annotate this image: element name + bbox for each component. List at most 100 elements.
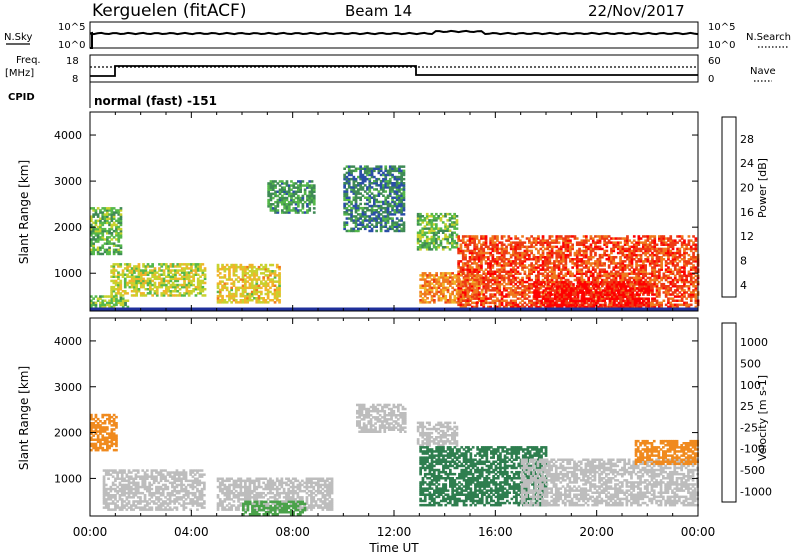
power-cell [144,273,148,276]
power-cell [464,280,467,284]
power-cell [377,204,381,208]
power-cell [146,271,150,274]
power-cell [366,192,369,195]
power-cell [556,303,559,307]
power-cell [347,186,351,189]
power-cell [139,281,143,285]
power-cell [267,182,270,185]
power-cell [262,282,265,285]
power-cell [489,295,492,298]
power-cell [393,192,397,195]
power-cell [480,274,483,278]
power-cell [90,217,93,220]
power-cell [232,265,236,269]
power-cell [350,186,353,189]
power-cell [221,276,224,279]
power-cell [685,285,688,288]
power-cell [468,303,472,307]
power-cell [110,234,114,237]
power-cell [400,184,403,187]
power-cell [496,235,499,238]
power-cell [101,215,105,218]
power-cell [347,173,351,177]
power-cell [347,167,351,170]
power-cell [400,173,403,177]
power-cell [651,251,654,255]
power-cell [573,251,577,255]
power-cell [680,270,684,273]
power-cell [183,271,186,274]
power-cell [509,289,513,292]
power-cell [582,278,586,282]
power-cell [558,303,562,307]
power-cell [498,285,502,288]
power-cell [379,227,383,231]
power-cell [496,243,499,246]
power-cell [673,239,677,242]
power-cell [144,279,148,283]
power-cell [428,284,432,287]
power-cell [493,260,497,263]
power-cell [444,286,448,290]
power-cell [487,266,490,269]
power-cell [449,274,452,277]
power-cell [260,301,263,304]
power-cell [363,179,367,183]
power-cell [274,184,277,187]
power-cell [352,177,356,181]
power-cell [301,196,305,200]
power-cell [354,196,358,199]
power-cell [221,297,224,300]
power-cell [359,165,362,168]
power-cell [502,247,506,251]
power-cell [106,250,109,254]
power-cell [461,235,465,238]
power-cell [185,290,189,293]
power-cell [278,276,281,279]
power-cell [512,285,515,288]
power-cell [167,290,170,293]
power-cell [297,209,300,212]
power-cell [303,190,307,193]
power-cell [428,274,432,277]
power-cell [174,290,177,293]
power-cell [114,292,118,295]
power-cell [108,207,111,210]
power-cell [468,237,472,240]
power-cell [455,235,459,239]
power-cell [153,290,157,293]
power-cell [525,297,529,300]
power-cell [502,295,506,298]
power-cell [430,215,434,218]
power-cell [398,184,401,187]
power-cell [106,219,109,223]
power-cell [283,196,286,200]
power-cell [471,256,474,259]
power-cell [484,237,488,240]
power-cell [139,271,143,274]
power-cell [273,276,277,279]
power-cell [471,251,474,255]
power-cell [423,282,427,285]
power-cell [228,265,231,269]
power-cell [359,184,362,187]
power-cell [266,278,270,281]
power-cell [464,305,467,309]
power-cell [194,294,198,297]
power-cell [391,173,394,177]
power-cell [178,265,182,268]
power-cell [578,264,581,267]
power-cell [457,262,460,265]
power-cell [151,275,154,278]
power-cell [301,207,305,210]
power-cell [352,204,356,208]
power-cell [271,280,275,283]
power-cell [117,285,120,289]
power-cell [185,267,189,270]
freq-label-2: [MHz] [5,68,34,79]
power-cell [509,264,513,267]
power-cell [241,276,245,279]
power-cell [180,271,184,274]
power-cell [689,239,693,242]
power-cell [108,227,111,231]
